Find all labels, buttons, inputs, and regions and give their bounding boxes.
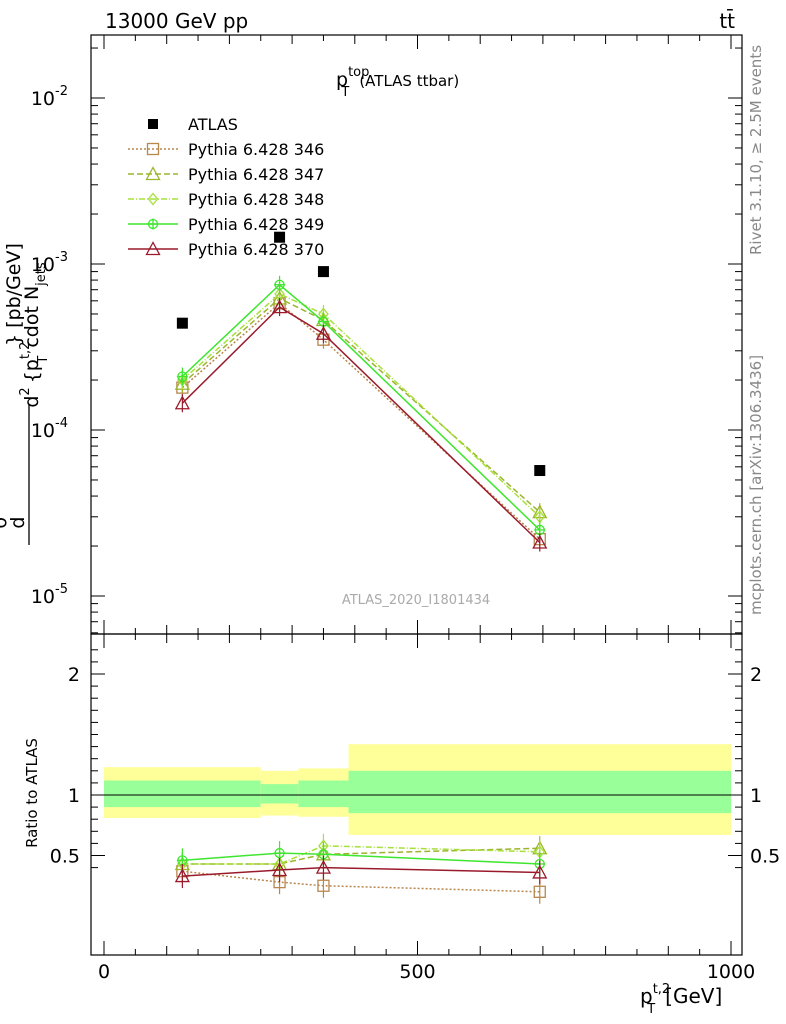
ratio-line-3 [182, 852, 540, 865]
lower-y-label: Ratio to ATLAS [23, 738, 41, 848]
ratio-point-4 [174, 868, 190, 883]
ratio-tick-label-right: 2 [750, 664, 762, 686]
analysis-label: ATLAS_2020_I1801434 [342, 593, 490, 608]
svg-text:} [pb/GeV]: } [pb/GeV] [3, 243, 25, 346]
legend-label-2: Pythia 6.428 348 [188, 190, 324, 209]
band-inner [104, 780, 261, 808]
ratio-point-0 [317, 879, 330, 892]
ratio-point-4 [271, 862, 288, 877]
legend-label-data: ATLAS [188, 115, 238, 134]
upper-y-label: d2{pt,2Tcdot Njets dσfid } [pb/GeV] [0, 243, 51, 545]
band-inner [298, 780, 349, 808]
series-line-3 [181, 283, 541, 531]
lower-series-layer [174, 833, 548, 904]
x-axis-label: pt,2 T[GeV] [640, 982, 722, 1017]
band-inner [348, 770, 731, 814]
legend-label-3: Pythia 6.428 349 [188, 215, 324, 234]
y-tick-label: 10-2 [31, 84, 68, 110]
data-point [317, 266, 329, 278]
process-label: tt̄ [719, 8, 735, 33]
legend-marker-2 [147, 192, 159, 206]
data-point [274, 231, 286, 243]
legend-label-1: Pythia 6.428 347 [188, 165, 324, 184]
lower-frame [90, 633, 743, 956]
y-tick-label: 10-3 [31, 250, 68, 276]
source-label: mcplots.cern.ch [arXiv:1306.3436] [747, 355, 765, 615]
series-point-1 [174, 375, 190, 390]
legend-marker-data [148, 119, 158, 129]
upper-series-layer [174, 275, 548, 552]
upper-data-layer [176, 231, 546, 477]
y-tick-label: 10-4 [31, 416, 68, 442]
series-line-1 [181, 297, 541, 513]
ratio-bands [91, 744, 742, 835]
series-line-2 [181, 293, 541, 518]
lower-axis-ticks: 0.5 0.5 1 1 2 2 [50, 634, 780, 955]
svg-text:dσfid: dσfid [0, 501, 29, 528]
svg-text:d2{pt,2Tcdot Njets: d2{pt,2Tcdot Njets [18, 262, 51, 408]
data-point [176, 317, 188, 329]
ratio-tick-label-left: 1 [68, 785, 80, 807]
lower-panel: 0.5 0.5 1 1 2 2 Ratio to ATLAS 0 500 1000 pt,2 T… [23, 633, 780, 1017]
series-line-0 [181, 302, 541, 540]
series-point-4 [315, 325, 332, 340]
upper-axis-ticks: 10-2 10-3 10-4 10-5 [31, 35, 742, 634]
series-line-4 [181, 306, 541, 544]
ratio-line-2 [182, 845, 540, 865]
ratio-point-0 [533, 885, 546, 898]
ratio-tick-label-right: 1 [750, 785, 762, 807]
ratio-tick-label-left: 0.5 [50, 846, 80, 868]
legend-label-4: Pythia 6.428 370 [188, 240, 324, 259]
x-tick-label: 500 [399, 961, 435, 983]
series-point-4 [174, 395, 190, 410]
legend-marker-1 [145, 166, 161, 181]
upper-panel: 10-2 10-3 10-4 10-5 ptop T(ATLAS ttbar) ATLA… [0, 34, 743, 635]
ratio-tick-label-left: 2 [68, 664, 80, 686]
ratio-point-4 [315, 859, 332, 874]
data-point [534, 465, 546, 477]
series-point-4 [532, 534, 548, 549]
x-tick-label: 1000 [707, 961, 755, 983]
y-tick-label: 10-5 [31, 582, 68, 608]
ratio-line-4 [182, 866, 540, 877]
ratio-point-4 [532, 864, 548, 879]
legend-label-0: Pythia 6.428 346 [188, 140, 324, 159]
ratio-line-0 [182, 870, 540, 893]
band-inner [260, 784, 299, 804]
series-point-2 [177, 373, 188, 387]
legend-marker-0 [146, 142, 160, 156]
x-tick-labels: 0 500 1000 [98, 961, 755, 983]
rivet-label: Rivet 3.1.10, ≥ 2.5M events [747, 45, 765, 255]
legend: ATLAS Pythia 6.428 346 Pythia 6.428 347 Pyt… [128, 115, 324, 259]
beam-label: 13000 GeV pp [105, 9, 248, 33]
ratio-tick-label-right: 0.5 [750, 846, 780, 868]
legend-marker-4 [145, 241, 161, 256]
plot-title: ptop T(ATLAS ttbar) [336, 65, 459, 100]
x-tick-label: 0 [98, 961, 110, 983]
series-point-4 [271, 299, 288, 314]
